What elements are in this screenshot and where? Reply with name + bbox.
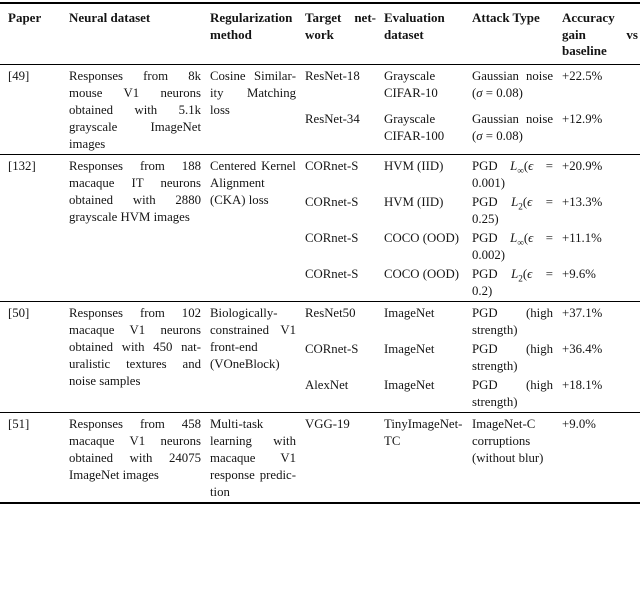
header-line: Target net- (305, 10, 376, 25)
target-network-cell: ResNet50 (305, 300, 384, 340)
evaluation-dataset-cell: Grayscale CIFAR-100 (384, 112, 445, 144)
attack-type-cell: Gaussian noise (σ = 0.08) (472, 112, 553, 144)
accuracy-gain-cell: +9.6% (562, 266, 596, 281)
table-row-group-start: [49] Responses from 8k mouse V1 neurons o… (0, 63, 640, 154)
table-row: CORnet-S ImageNet PGD (high strength) +36.4… (0, 340, 640, 376)
table-row-group-start: [51] Responses from 458 macaque V1 neuron… (0, 411, 640, 503)
attack-type-cell: PGD (high strength) (472, 341, 553, 373)
target-network-cell: VGG-19 (305, 411, 384, 503)
header-line: Attack Type (472, 10, 540, 25)
accuracy-gain-cell: +20.9% (562, 153, 640, 193)
accuracy-gain-cell: +22.5% (562, 63, 640, 111)
header-line: gain vs (562, 26, 638, 42)
target-network-cell: CORnet-S (305, 266, 359, 281)
target-network-cell: CORnet-S (305, 194, 359, 209)
table-row: CORnet-S COCO (OOD) PGD L2(ϵ = 0.2) +9.6% (0, 265, 640, 302)
attack-type-cell: ImageNet-C corruptions (without blur) (472, 411, 562, 503)
accuracy-gain-cell: +36.4% (562, 341, 603, 356)
attack-type-cell: PGD L∞(ϵ = 0.002) (472, 230, 553, 262)
paper-citation-ref[interactable]: [49] (0, 63, 69, 154)
evaluation-dataset-cell: ImageNet (384, 300, 472, 340)
target-network-cell: ResNet-18 (305, 63, 384, 111)
regularization-method-cell: Cosine Similar­ity Matching loss (210, 63, 305, 154)
table-row: CORnet-S COCO (OOD) PGD L∞(ϵ = 0.002) +11.1… (0, 229, 640, 265)
accuracy-gain-cell: +12.9% (562, 112, 603, 127)
attack-type-cell: PGD L2(ϵ = 0.25) (472, 194, 553, 226)
target-network-cell: CORnet-S (305, 341, 359, 356)
header-line: work (305, 26, 334, 42)
table-row-group-start: [132] Responses from 188 macaque IT neuro… (0, 153, 640, 301)
results-table: Paper Neural dataset Regularization method T… (0, 2, 640, 504)
column-header-neural-dataset: Neural dataset (69, 3, 210, 65)
header-line: baseline (562, 43, 607, 58)
paper-citation-ref[interactable]: [50] (0, 300, 69, 412)
table-row: ResNet-34 Grayscale CIFAR-100 Gaussian noi… (0, 110, 640, 154)
regularization-method-cell: Centered Ker­nel Alignment (CKA) loss (210, 153, 305, 301)
accuracy-gain-cell: +37.1% (562, 300, 640, 340)
header-line: Paper (8, 10, 42, 25)
neural-dataset-cell: Responses from 102 macaque V1 neurons ob… (69, 300, 210, 412)
target-network-cell: CORnet-S (305, 230, 359, 245)
evaluation-dataset-cell: COCO (OOD) (384, 230, 460, 245)
header-row: Paper Neural dataset Regularization method T… (0, 3, 640, 65)
paper-citation-ref[interactable]: [51] (0, 411, 69, 503)
regularization-method-cell: Multi-task learning with macaque V1 resp… (210, 411, 305, 503)
accuracy-gain-cell: +9.0% (562, 411, 640, 503)
table-row: CORnet-S HVM (IID) PGD L2(ϵ = 0.25) +13.3% (0, 193, 640, 229)
evaluation-dataset-cell: HVM (IID) (384, 153, 472, 193)
accuracy-gain-cell: +13.3% (562, 194, 603, 209)
column-header-evaluation: Evaluation dataset (384, 3, 472, 65)
neural-dataset-cell: Responses from 8k mouse V1 neurons obtai… (69, 63, 210, 154)
evaluation-dataset-cell: COCO (OOD) (384, 266, 460, 281)
column-header-attack-type: Attack Type (472, 3, 562, 65)
header-line: Regularization (210, 10, 293, 25)
attack-type-cell: PGD L2(ϵ = 0.2) (472, 266, 553, 298)
header-line: Neural dataset (69, 10, 151, 25)
evaluation-dataset-cell: ImageNet (384, 377, 435, 392)
evaluation-dataset-cell: Grayscale CIFAR-10 (384, 63, 472, 111)
attack-type-cell: Gaussian noise (σ = 0.08) (472, 63, 562, 111)
attack-type-cell: PGD L∞(ϵ = 0.001) (472, 153, 562, 193)
evaluation-dataset-cell: ImageNet (384, 341, 435, 356)
regularization-method-cell: Biologically-constrained V1 front-end (V… (210, 300, 305, 412)
column-header-target-network: Target net-work (305, 3, 384, 65)
table-header: Paper Neural dataset Regularization method T… (0, 3, 640, 65)
neural-dataset-cell: Responses from 188 macaque IT neurons ob… (69, 153, 210, 301)
column-header-regularization: Regularization method (210, 3, 305, 65)
target-network-cell: ResNet-34 (305, 112, 360, 127)
header-line: dataset (384, 26, 424, 42)
paper-citation-ref[interactable]: [132] (0, 153, 69, 301)
header-line: Accuracy (562, 10, 615, 25)
neural-dataset-cell: Responses from 458 macaque V1 neurons ob… (69, 411, 210, 503)
target-network-cell: CORnet-S (305, 153, 384, 193)
accuracy-gain-cell: +18.1% (562, 377, 603, 392)
header-line: Evaluation (384, 10, 445, 25)
evaluation-dataset-cell: TinyImageNet-TC (384, 411, 472, 503)
header-line: method (210, 26, 252, 42)
accuracy-gain-cell: +11.1% (562, 230, 602, 245)
evaluation-dataset-cell: HVM (IID) (384, 194, 444, 209)
table-row-group-start: [50] Responses from 102 macaque V1 neuron… (0, 300, 640, 412)
attack-type-cell: PGD (high strength) (472, 300, 562, 340)
table-row: AlexNet ImageNet PGD (high strength) +18.1% (0, 376, 640, 413)
column-header-paper: Paper (0, 3, 69, 65)
target-network-cell: AlexNet (305, 377, 349, 392)
attack-type-cell: PGD (high strength) (472, 377, 553, 409)
column-header-accuracy-gain: Accuracy gain vs baseline (562, 3, 640, 65)
